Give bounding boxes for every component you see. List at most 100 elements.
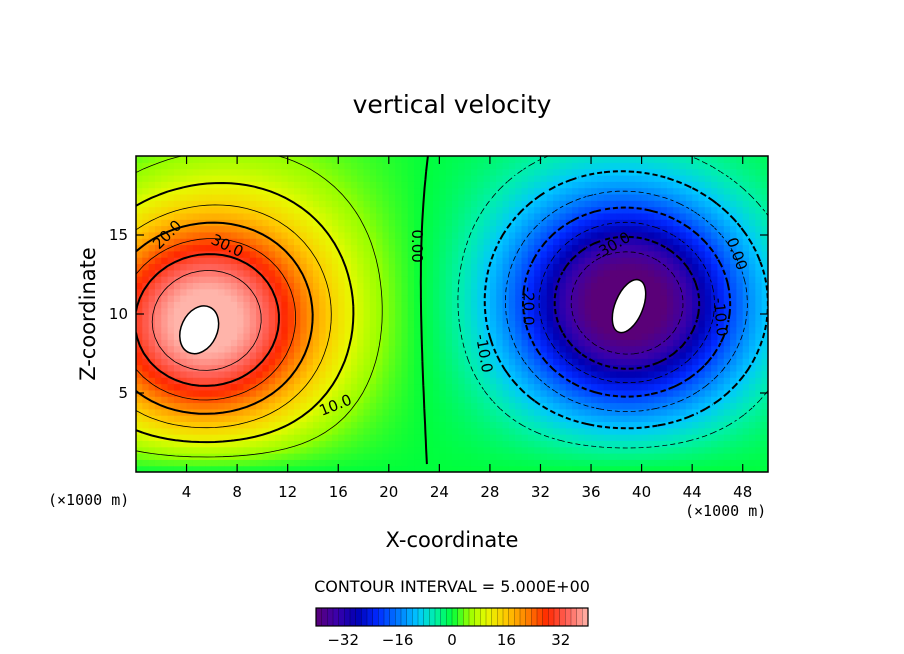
heatmap-cell bbox=[502, 206, 510, 214]
heatmap-cell bbox=[148, 238, 156, 246]
heatmap-cell bbox=[136, 370, 143, 378]
heatmap-cell bbox=[249, 250, 257, 258]
heatmap-cell bbox=[407, 427, 415, 435]
heatmap-cell bbox=[294, 351, 301, 359]
heatmap-cell bbox=[742, 168, 750, 176]
heatmap-cell bbox=[698, 332, 706, 340]
heatmap-cell bbox=[610, 434, 617, 441]
heatmap-cell bbox=[312, 402, 320, 410]
heatmap-cell bbox=[483, 162, 491, 170]
heatmap-cell bbox=[685, 250, 693, 258]
heatmap-cell bbox=[376, 326, 384, 334]
heatmap-cell bbox=[268, 162, 276, 170]
heatmap-cell bbox=[249, 288, 257, 296]
heatmap-cell bbox=[382, 389, 390, 397]
heatmap-cell bbox=[654, 269, 662, 277]
heatmap-cell bbox=[635, 263, 643, 271]
heatmap-cell bbox=[275, 453, 282, 460]
heatmap-cell bbox=[262, 421, 270, 429]
heatmap-cell bbox=[591, 339, 598, 347]
heatmap-cell bbox=[331, 238, 339, 246]
heatmap-cell bbox=[565, 459, 573, 467]
heatmap-cell bbox=[496, 326, 504, 334]
heatmap-cell bbox=[496, 244, 504, 252]
heatmap-cell bbox=[572, 364, 579, 372]
heatmap-cell bbox=[401, 370, 409, 378]
heatmap-cell bbox=[496, 345, 504, 353]
heatmap-cell bbox=[761, 408, 768, 416]
heatmap-cell bbox=[647, 351, 655, 359]
heatmap-cell bbox=[414, 459, 421, 467]
heatmap-cell bbox=[749, 200, 756, 208]
heatmap-cell bbox=[249, 295, 257, 302]
heatmap-cell bbox=[294, 421, 301, 429]
heatmap-cell bbox=[508, 301, 516, 309]
heatmap-cell bbox=[180, 427, 188, 435]
heatmap-cell bbox=[736, 282, 744, 290]
heatmap-cell bbox=[142, 206, 150, 214]
heatmap-cell bbox=[515, 244, 523, 252]
heatmap-cell bbox=[224, 212, 232, 220]
heatmap-cell bbox=[553, 181, 561, 189]
heatmap-cell bbox=[357, 453, 365, 460]
heatmap-cell bbox=[546, 427, 554, 435]
heatmap-cell bbox=[647, 339, 655, 347]
heatmap-cell bbox=[527, 269, 535, 277]
heatmap-cell bbox=[407, 231, 415, 239]
heatmap-cell bbox=[572, 446, 579, 454]
heatmap-cell bbox=[287, 238, 295, 246]
heatmap-cell bbox=[635, 156, 643, 163]
heatmap-cell bbox=[749, 301, 756, 309]
heatmap-cell bbox=[312, 244, 320, 252]
heatmap-cell bbox=[357, 351, 365, 359]
heatmap-cell bbox=[508, 351, 516, 359]
heatmap-cell bbox=[218, 307, 226, 315]
heatmap-cell bbox=[660, 263, 668, 271]
heatmap-cell bbox=[527, 219, 535, 227]
heatmap-cell bbox=[578, 434, 586, 441]
heatmap-cell bbox=[237, 301, 245, 309]
heatmap-cell bbox=[350, 295, 358, 302]
heatmap-cell bbox=[173, 269, 181, 277]
heatmap-cell bbox=[730, 225, 737, 233]
heatmap-cell bbox=[565, 257, 573, 265]
heatmap-cell bbox=[597, 345, 605, 353]
heatmap-cell bbox=[711, 276, 719, 283]
heatmap-cell bbox=[584, 332, 592, 340]
heatmap-cell bbox=[578, 276, 586, 283]
heatmap-cell bbox=[673, 314, 681, 321]
heatmap-cell bbox=[685, 288, 693, 296]
heatmap-cell bbox=[420, 434, 428, 441]
heatmap-cell bbox=[711, 187, 719, 195]
heatmap-cell bbox=[679, 320, 687, 328]
heatmap-cell bbox=[186, 288, 194, 296]
heatmap-cell bbox=[496, 377, 504, 385]
heatmap-cell bbox=[452, 396, 459, 404]
heatmap-cell bbox=[508, 269, 516, 277]
heatmap-cell bbox=[388, 276, 396, 283]
heatmap-cell bbox=[673, 453, 681, 460]
heatmap-cell bbox=[723, 345, 731, 353]
heatmap-cell bbox=[237, 168, 245, 176]
heatmap-cell bbox=[439, 276, 447, 283]
heatmap-cell bbox=[237, 446, 245, 454]
heatmap-cell bbox=[704, 314, 712, 321]
heatmap-cell bbox=[508, 408, 516, 416]
heatmap-cell bbox=[237, 465, 245, 472]
heatmap-cell bbox=[211, 156, 219, 163]
heatmap-cell bbox=[363, 263, 371, 271]
heatmap-cell bbox=[186, 351, 194, 359]
heatmap-cell bbox=[527, 415, 535, 423]
heatmap-cell bbox=[515, 446, 523, 454]
heatmap-cell bbox=[319, 238, 327, 246]
heatmap-cell bbox=[414, 434, 421, 441]
heatmap-cell bbox=[180, 434, 188, 441]
heatmap-cell bbox=[452, 219, 459, 227]
heatmap-cell bbox=[237, 250, 245, 258]
heatmap-cell bbox=[167, 389, 175, 397]
heatmap-cell bbox=[331, 345, 339, 353]
heatmap-cell bbox=[534, 250, 542, 258]
heatmap-cell bbox=[262, 257, 270, 265]
heatmap-cell bbox=[275, 181, 282, 189]
heatmap-cell bbox=[742, 257, 750, 265]
